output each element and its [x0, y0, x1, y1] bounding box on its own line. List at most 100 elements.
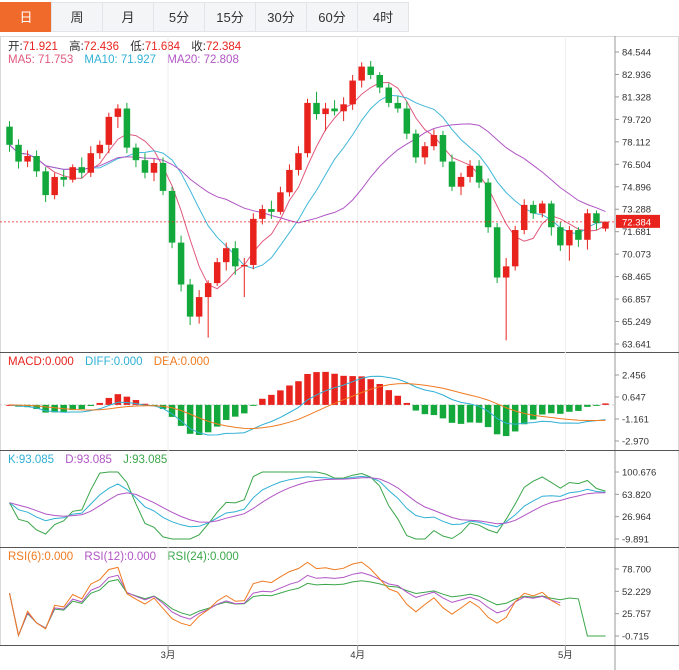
candle-body-24 [222, 248, 230, 263]
macd-bar-35 [322, 371, 329, 405]
candle-body-47 [430, 135, 438, 147]
open-label: 开:71.921 [8, 41, 58, 53]
macd-bar-22 [204, 404, 212, 433]
candle-body-30 [277, 192, 284, 212]
macd-bar-3 [33, 404, 40, 410]
kdj-tick-label-0: 100.676 [622, 468, 656, 479]
macd-bar-51 [466, 404, 474, 423]
macd-bar-65 [593, 404, 600, 406]
tab-0[interactable]: 日 [0, 2, 52, 32]
tab-1[interactable]: 周 [51, 2, 103, 32]
candle-body-39 [358, 66, 365, 81]
macd-bar-60 [548, 404, 555, 414]
macd-bar-33 [304, 373, 311, 405]
candle-body-1 [15, 144, 22, 162]
macd-bar-9 [87, 404, 95, 406]
rsi-legend: RSI(6):0.000 RSI(12):0.000 RSI(24):0.000 [8, 551, 247, 563]
macd-bar-39 [358, 376, 365, 405]
candle-body-12 [114, 108, 122, 117]
candle-body-5 [51, 176, 58, 196]
candle-body-35 [322, 108, 329, 115]
macd-bar-63 [575, 404, 582, 411]
dea-line [9, 382, 606, 430]
macd-bar-28 [259, 398, 266, 405]
macd-bar-10 [96, 402, 104, 405]
kdj-tick-label-3: -9.891 [622, 535, 649, 546]
d-line [9, 477, 606, 525]
candle-body-56 [511, 230, 519, 267]
k-label: K:93.085 [8, 454, 55, 466]
tab-7[interactable]: 4时 [357, 2, 409, 32]
macd-bar-44 [403, 402, 411, 405]
rsi12-label: RSI(12):0.000 [84, 551, 157, 563]
tab-2[interactable]: 月 [102, 2, 154, 32]
macd-bar-58 [529, 404, 537, 420]
macd-tick-label-3: -2.970 [622, 437, 649, 448]
macd-bar-64 [584, 404, 591, 407]
tab-4[interactable]: 15分 [204, 2, 256, 32]
ma20-label: MA20: 72.808 [167, 54, 239, 66]
macd-label: MACD:0.000 [8, 356, 74, 368]
j-label: J:93.085 [123, 454, 168, 466]
d-label: D:93.085 [65, 454, 112, 466]
macd-bar-40 [367, 379, 374, 405]
candle-body-65 [593, 213, 600, 224]
macd-bar-8 [78, 404, 86, 410]
price-tick-label-6: 74.896 [622, 182, 651, 193]
candle-body-8 [78, 167, 86, 173]
candle-body-20 [186, 284, 194, 317]
tab-6[interactable]: 60分 [306, 2, 358, 32]
macd-bar-55 [502, 404, 510, 437]
x-tick-label-2: 5月 [558, 650, 573, 661]
candle-body-4 [42, 171, 49, 196]
kdj-legend: K:93.085 D:93.085 J:93.085 [8, 454, 175, 466]
candle-body-41 [376, 74, 383, 88]
candle-body-31 [286, 169, 293, 193]
price-tick-label-7: 73.288 [622, 205, 651, 216]
price-tick-label-8: 71.681 [622, 227, 651, 238]
macd-bar-62 [566, 404, 573, 412]
candle-body-38 [349, 80, 356, 105]
candle-body-48 [439, 135, 447, 162]
macd-bar-12 [114, 394, 122, 405]
rsi6-line [9, 561, 561, 638]
macd-bar-49 [448, 404, 456, 423]
candle-body-52 [475, 165, 483, 183]
macd-bar-36 [331, 373, 338, 405]
diff-label: DIFF:0.000 [85, 356, 143, 368]
period-tabs: 日周月 5分 15分 30分 60分 4时 [0, 2, 409, 32]
candle-body-23 [213, 262, 221, 284]
macd-bar-30 [277, 390, 284, 405]
macd-bar-23 [213, 404, 221, 427]
candle-body-10 [96, 144, 104, 154]
macd-bar-13 [123, 396, 131, 405]
candle-body-25 [232, 248, 239, 267]
candle-body-46 [421, 146, 429, 158]
macd-bar-21 [195, 404, 203, 435]
candle-body-18 [168, 190, 176, 243]
macd-bar-37 [340, 375, 347, 405]
macd-bar-61 [557, 404, 564, 414]
macd-bar-38 [349, 376, 356, 405]
x-tick-label-1: 4月 [350, 650, 365, 661]
candle-body-54 [493, 227, 501, 278]
macd-bar-59 [539, 404, 546, 415]
ma20-line [9, 123, 606, 224]
macd-bar-48 [439, 404, 447, 419]
candle-body-64 [584, 213, 591, 240]
candle-body-16 [150, 162, 158, 173]
candle-body-26 [241, 264, 248, 267]
candle-body-21 [195, 297, 203, 317]
candle-body-29 [268, 209, 275, 212]
candle-body-17 [159, 162, 167, 191]
x-tick-label-0: 3月 [161, 650, 176, 661]
candle-body-61 [557, 227, 564, 246]
candle-body-32 [295, 153, 302, 170]
macd-bar-47 [430, 404, 438, 416]
candle-body-40 [367, 66, 374, 75]
macd-tick-label-0: 2.456 [622, 371, 646, 382]
macd-bar-42 [385, 390, 393, 405]
macd-bar-54 [493, 404, 501, 435]
candle-body-6 [60, 176, 67, 180]
